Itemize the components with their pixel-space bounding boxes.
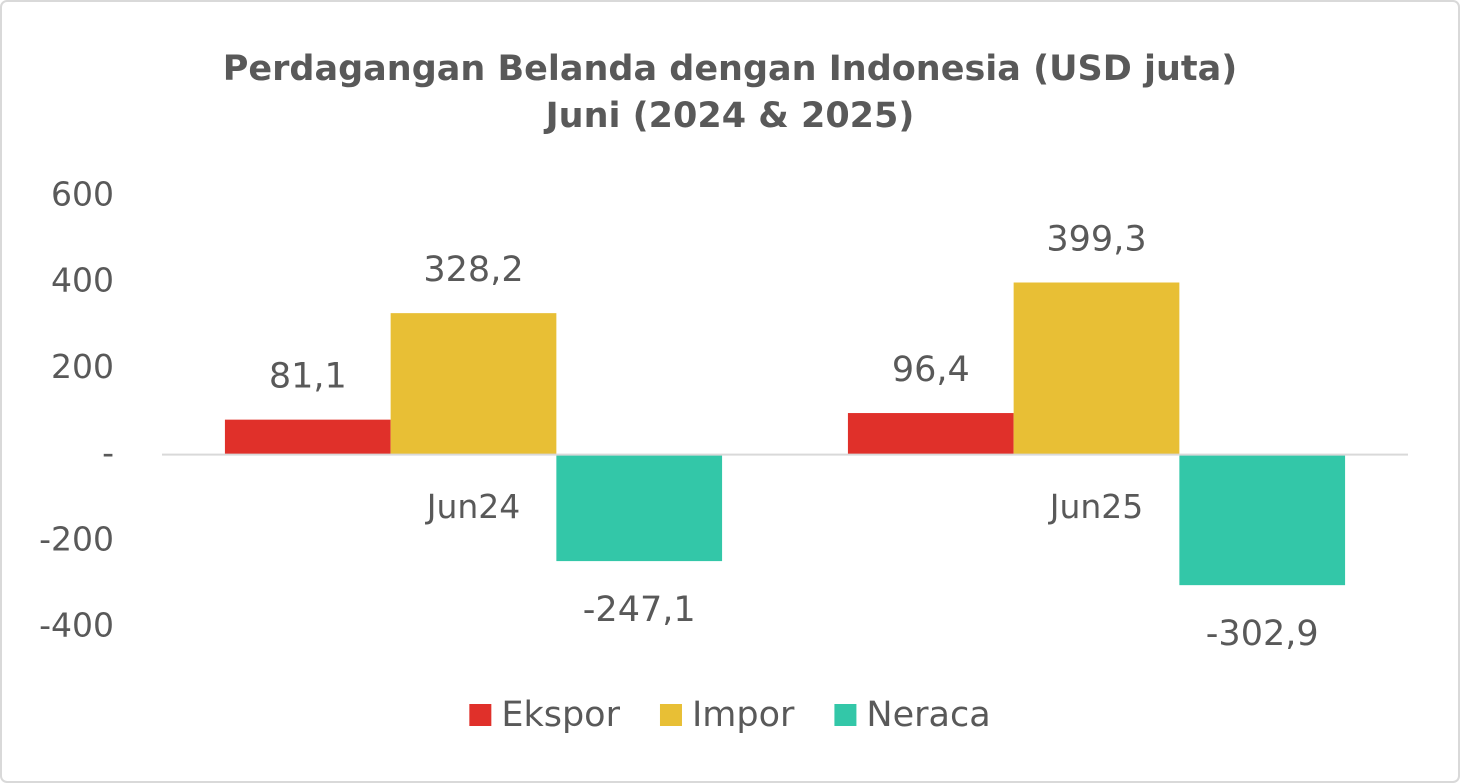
y-tick-label: 600 <box>51 175 114 214</box>
value-label: -302,9 <box>1206 614 1319 654</box>
legend-label: Impor <box>692 695 795 735</box>
y-tick-label: -400 <box>39 606 114 645</box>
x-tick-label: Jun24 <box>425 487 521 526</box>
bar <box>390 313 557 455</box>
value-label: 96,4 <box>892 350 970 390</box>
bar <box>847 413 1014 455</box>
x-tick-label: Jun25 <box>1048 487 1144 526</box>
legend-label: Ekspor <box>501 695 620 735</box>
value-label: -247,1 <box>583 590 696 630</box>
bar <box>1013 282 1180 455</box>
value-label: 399,3 <box>1046 220 1146 260</box>
y-tick-label: - <box>102 433 114 472</box>
y-tick-label: 200 <box>51 347 114 386</box>
legend-swatch <box>659 704 682 726</box>
legend-swatch <box>469 704 492 726</box>
chart-subtitle: Juni (2024 & 2025) <box>544 96 915 136</box>
chart-title: Perdagangan Belanda dengan Indonesia (US… <box>223 49 1237 89</box>
bar <box>1179 454 1346 586</box>
y-tick-label: -200 <box>39 519 114 558</box>
bar <box>556 454 723 562</box>
legend-swatch <box>834 704 857 726</box>
legend-label: Neraca <box>866 695 990 735</box>
value-label: 328,2 <box>423 250 523 290</box>
value-label: 81,1 <box>269 357 347 397</box>
y-tick-label: 400 <box>51 261 114 300</box>
bar <box>224 419 391 455</box>
